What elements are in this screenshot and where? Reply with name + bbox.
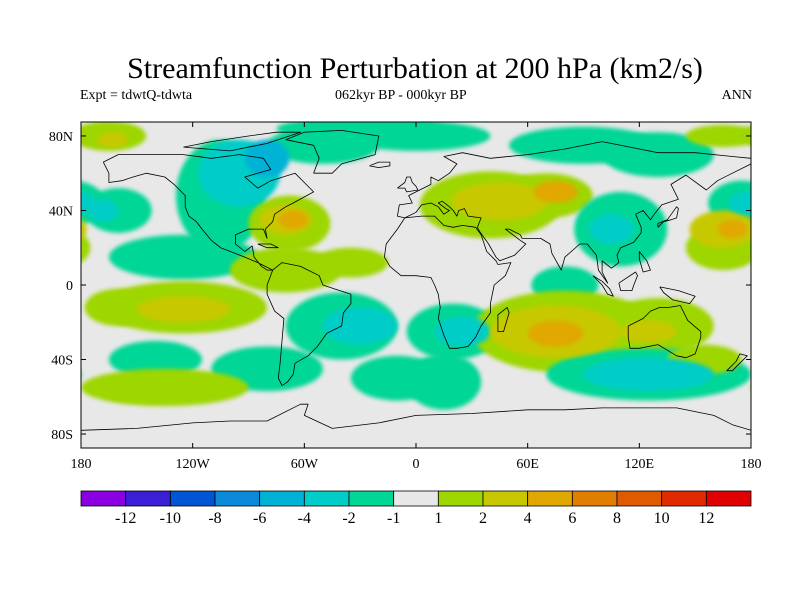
colorbar-swatch [393,490,439,507]
contour-region [620,320,677,343]
coastline [618,271,638,291]
coastline [657,206,679,228]
contour-region [244,139,290,177]
colorbar-label: 8 [613,510,621,527]
contour-region [755,289,800,326]
coastline [638,251,651,273]
lat-tick-label: 40S [51,354,73,369]
coastline [369,161,391,168]
contour-region [717,219,748,239]
coastline [285,130,380,174]
coastline [659,286,696,304]
colorbar-swatch [616,490,663,507]
colorbar-label: 6 [568,510,576,527]
colorbar-swatch [259,490,305,507]
contour-region [136,296,230,323]
coastlines [81,130,751,431]
contour-region [48,220,78,239]
colorbar-swatch [348,490,395,507]
contour-region [108,340,202,379]
lon-tick-label: 120W [176,457,211,472]
contour-region [406,353,482,410]
colorbar-swatch [482,490,529,507]
coastline [592,275,614,297]
colorbar-label: 4 [524,510,532,527]
lon-tick-label: 120E [625,457,655,472]
coastline [384,215,512,349]
colorbar-label: 1 [434,510,442,527]
colorbar-label: 2 [479,510,487,527]
colorbar-label: -6 [253,510,266,527]
lat-tick-label: 80S [51,428,73,443]
coastline [257,243,279,249]
period-subtitle: 062kyr BP - 000kyr BP [335,88,467,103]
coastline [266,262,352,386]
contour-region [108,234,258,280]
lat-tick-label: 40N [49,204,73,219]
contour-region [685,124,751,148]
colorbar-swatch [527,490,573,507]
contour-region [589,214,634,245]
coastline [627,305,702,359]
contour-region [527,320,584,347]
lon-tick-label: 60E [516,457,539,472]
lat-tick-label: 0 [66,279,73,294]
chart-title: Streamfunction Perturbation at 200 hPa (… [127,52,703,85]
lon-tick-label: 60W [291,457,319,472]
contour-region [451,182,549,220]
contour-field [48,122,800,448]
coastline [497,307,510,332]
colorbar-swatch [125,490,171,507]
colorbar-label: 10 [654,510,670,527]
colorbar-label: -1 [387,510,400,527]
colorbar-swatch [661,490,707,507]
contour-region [533,180,578,204]
coastline [397,141,751,284]
colorbar-swatch [705,490,752,507]
contour-region [278,210,309,230]
contour-region [88,199,119,222]
contour-region [341,122,491,151]
contour-region [728,191,751,215]
colorbar-swatch [214,490,261,507]
colorbar-label: -2 [342,510,355,527]
colorbar-label: -4 [298,510,311,527]
lat-tick-label: 80N [49,130,73,145]
colorbar-swatch [169,490,216,507]
season-subtitle: ANN [721,88,752,103]
lon-tick-label: 0 [413,457,420,472]
colorbar-label: -10 [160,510,181,527]
colorbar-label: -8 [208,510,221,527]
contour-region [229,247,342,293]
colorbar-label: 12 [698,510,714,527]
coastline [726,353,748,372]
contour-region [81,218,87,240]
contour-region [81,192,96,214]
coastline [183,131,301,152]
colorbar-swatch [303,490,350,507]
coastline [397,176,419,193]
lon-tick-label: 180 [71,457,92,472]
contour-region [81,232,91,263]
contour-region [755,188,800,233]
map-axes: 80N 40N 0 40S 80S 180 120W 60W 0 60E 120E 180 [49,122,762,472]
contour-region [97,132,128,148]
lon-tick-label: 180 [741,457,762,472]
coastline [102,154,314,271]
contour-region [602,132,714,177]
colorbar: -12 -10 -8 -6 -4 -2 -1 1 2 4 6 8 10 12 [80,490,752,527]
experiment-subtitle: Expt = tdwtQ-tdwta [80,88,193,103]
contour-region [434,316,491,347]
colorbar-swatch [80,490,127,507]
colorbar-swatch [437,490,484,507]
contour-region [322,307,398,345]
contour-region [84,288,152,326]
contour-region [583,357,714,392]
contour-region [751,369,800,406]
colorbar-label: -12 [115,510,136,527]
contour-region [99,380,193,403]
coastline [81,403,751,431]
colorbar-swatch [571,490,618,507]
